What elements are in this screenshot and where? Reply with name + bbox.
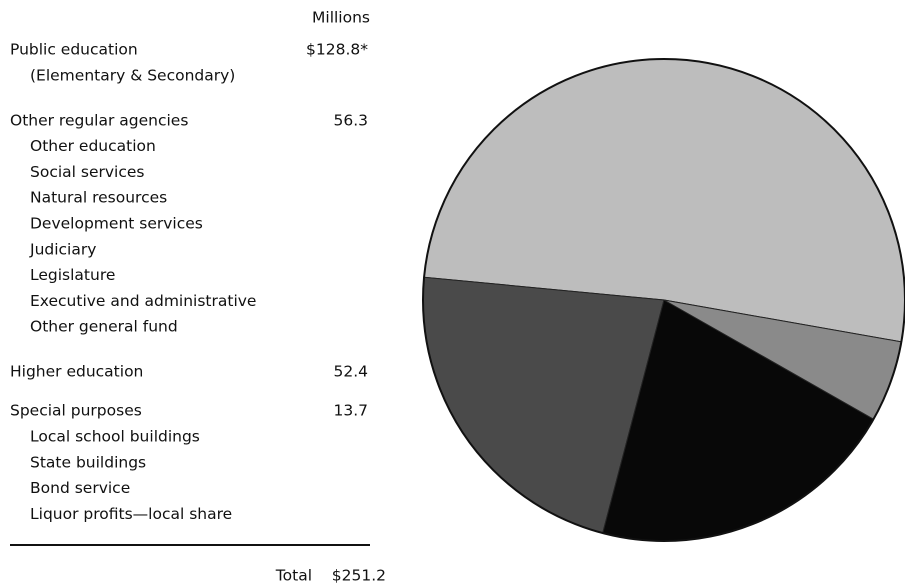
pie-outline xyxy=(422,58,905,542)
category-value: 56.3 xyxy=(333,111,368,129)
category-label: Special purposes xyxy=(10,402,142,420)
total-label: Total xyxy=(275,567,312,585)
total-value: $251.2 xyxy=(332,567,386,585)
detail-label: Development services xyxy=(30,215,203,233)
detail-label: Liquor profits—local share xyxy=(30,505,232,523)
category-value: 13.7 xyxy=(333,402,368,420)
detail-label: Natural resources xyxy=(30,189,167,207)
detail-label: Judiciary xyxy=(29,240,96,258)
detail-label: Local school buildings xyxy=(30,428,200,446)
detail-label: Social services xyxy=(30,163,144,181)
detail-label: Other education xyxy=(30,137,156,155)
detail-label: (Elementary & Secondary) xyxy=(30,66,235,84)
column-header: Millions xyxy=(312,9,370,27)
detail-label: Executive and administrative xyxy=(30,292,256,310)
detail-label: Legislature xyxy=(30,266,115,284)
detail-label: Other general fund xyxy=(30,318,178,336)
category-label: Other regular agencies xyxy=(10,111,188,129)
category-label: Higher education xyxy=(10,363,143,381)
detail-label: Bond service xyxy=(30,479,130,497)
category-value: $128.8* xyxy=(306,41,368,59)
category-label: Public education xyxy=(10,41,138,59)
detail-label: State buildings xyxy=(30,453,146,471)
category-value: 52.4 xyxy=(333,363,368,381)
